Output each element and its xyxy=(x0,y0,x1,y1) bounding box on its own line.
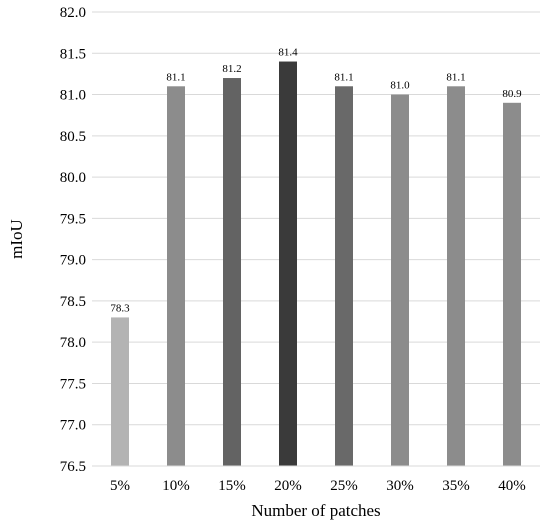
grid-lines xyxy=(92,11,540,426)
y-tick-label: 77.5 xyxy=(60,376,86,392)
x-tick-label: 5% xyxy=(110,478,130,494)
bar xyxy=(335,86,353,467)
y-axis-ticks: 76.5 77.0 77.5 78.0 78.5 79.0 79.5 80.0 80.5 81.0… xyxy=(60,5,86,475)
y-tick-label: 81.0 xyxy=(60,88,86,104)
y-tick-label: 76.5 xyxy=(60,459,86,475)
x-tick-label: 20% xyxy=(274,478,302,494)
y-tick-label: 80.0 xyxy=(60,170,86,186)
x-axis-title: Number of patches xyxy=(251,501,380,520)
x-tick-label: 25% xyxy=(330,478,358,494)
x-tick-label: 30% xyxy=(386,478,414,494)
y-tick-label: 79.5 xyxy=(60,211,86,227)
y-tick-label: 78.5 xyxy=(60,294,86,310)
y-tick-label: 80.5 xyxy=(60,129,86,145)
y-axis-title: mIoU xyxy=(7,219,26,259)
y-tick-label: 79.0 xyxy=(60,253,86,269)
bar xyxy=(111,317,129,466)
bar xyxy=(447,86,465,467)
y-tick-label: 81.5 xyxy=(60,46,86,62)
data-label: 81.0 xyxy=(390,80,410,92)
bar xyxy=(279,61,297,466)
data-labels: 78.3 81.1 81.2 81.4 81.1 81.0 81.1 80.9 xyxy=(110,47,522,315)
data-label: 81.1 xyxy=(166,71,185,83)
data-label: 81.4 xyxy=(278,47,298,59)
x-axis-ticks: 5% 10% 15% 20% 25% 30% 35% 40% xyxy=(110,478,526,494)
y-tick-label: 77.0 xyxy=(60,418,86,434)
x-tick-label: 40% xyxy=(498,478,526,494)
data-label: 81.1 xyxy=(334,71,353,83)
bar xyxy=(167,86,185,467)
y-tick-label: 78.0 xyxy=(60,335,86,351)
data-label: 80.9 xyxy=(502,88,522,100)
bar xyxy=(503,102,521,467)
data-label: 81.2 xyxy=(222,63,241,75)
bar xyxy=(223,78,241,466)
bar xyxy=(391,94,409,466)
x-tick-label: 35% xyxy=(442,478,470,494)
x-tick-label: 10% xyxy=(162,478,190,494)
bars xyxy=(111,61,521,467)
y-tick-label: 82.0 xyxy=(60,5,86,21)
data-label: 81.1 xyxy=(446,71,465,83)
x-tick-label: 15% xyxy=(218,478,246,494)
data-label: 78.3 xyxy=(110,302,130,314)
